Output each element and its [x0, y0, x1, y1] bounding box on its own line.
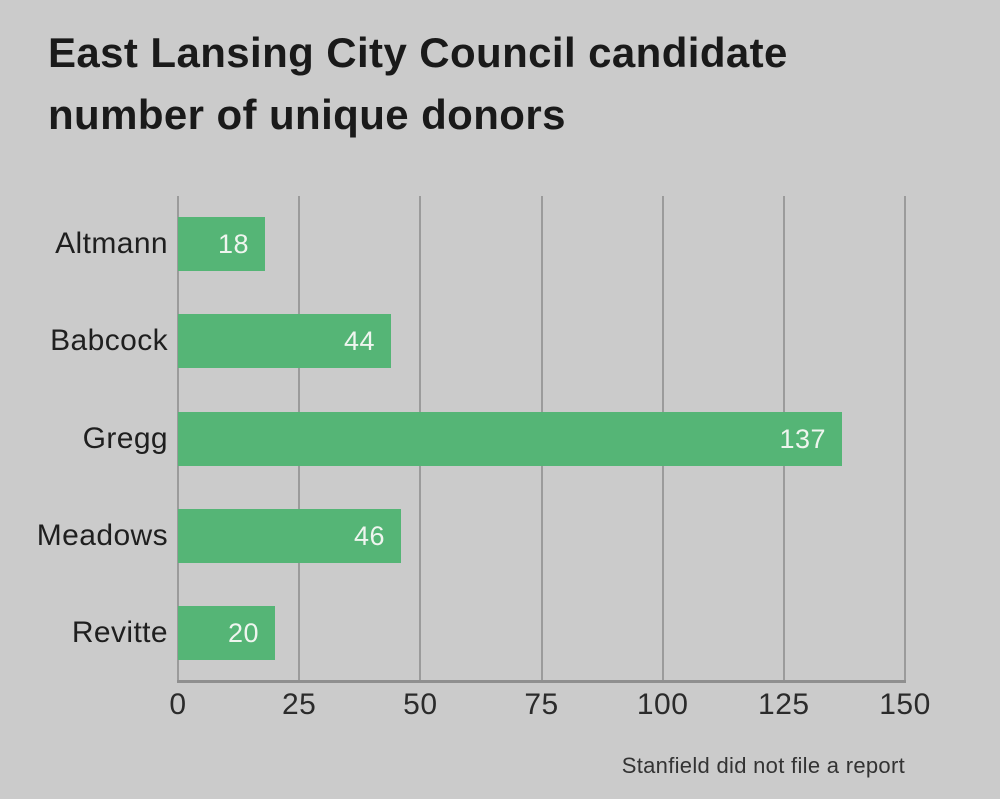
bar-meadows: 46: [178, 509, 401, 563]
category-label-altmann: Altmann: [55, 227, 168, 260]
x-tick-label-75: 75: [524, 688, 559, 721]
chart-title-line2: number of unique donors: [48, 91, 566, 138]
bar-gregg: 137: [178, 412, 842, 466]
bar-value-label: 137: [779, 423, 826, 454]
x-tick-labels: 0 25 50 75 100 125 150: [169, 688, 930, 723]
category-label-babcock: Babcock: [50, 324, 168, 357]
x-tick-label-125: 125: [758, 688, 810, 721]
category-label-gregg: Gregg: [82, 422, 168, 455]
category-label-meadows: Meadows: [36, 519, 168, 552]
bar-revitte: 20: [178, 606, 275, 660]
category-label-revitte: Revitte: [71, 616, 168, 649]
chart-title: East Lansing City Council candidate numbe…: [48, 22, 788, 146]
bar-babcock: 44: [178, 314, 391, 368]
x-tick-label-25: 25: [281, 688, 317, 721]
bar-value-label: 18: [217, 228, 249, 259]
x-tick-label-0: 0: [169, 688, 187, 721]
x-tick-label-50: 50: [403, 688, 438, 721]
x-tick-label-100: 100: [636, 688, 689, 721]
footnote: Stanfield did not file a report: [621, 753, 905, 778]
bar-value-label: 44: [343, 325, 375, 356]
x-axis-line: [177, 680, 906, 683]
plot-area: 18 44 137 46 20: [177, 196, 906, 683]
gridline-x150: [904, 196, 906, 680]
x-tick-label-150: 150: [879, 688, 931, 721]
category-labels: Altmann Babcock Gregg Meadows Revitte: [0, 196, 168, 680]
bar-altmann: 18: [178, 217, 265, 271]
bar-value-label: 46: [353, 520, 385, 551]
chart-title-line1: East Lansing City Council candidate: [48, 29, 788, 76]
bar-value-label: 20: [227, 617, 259, 648]
